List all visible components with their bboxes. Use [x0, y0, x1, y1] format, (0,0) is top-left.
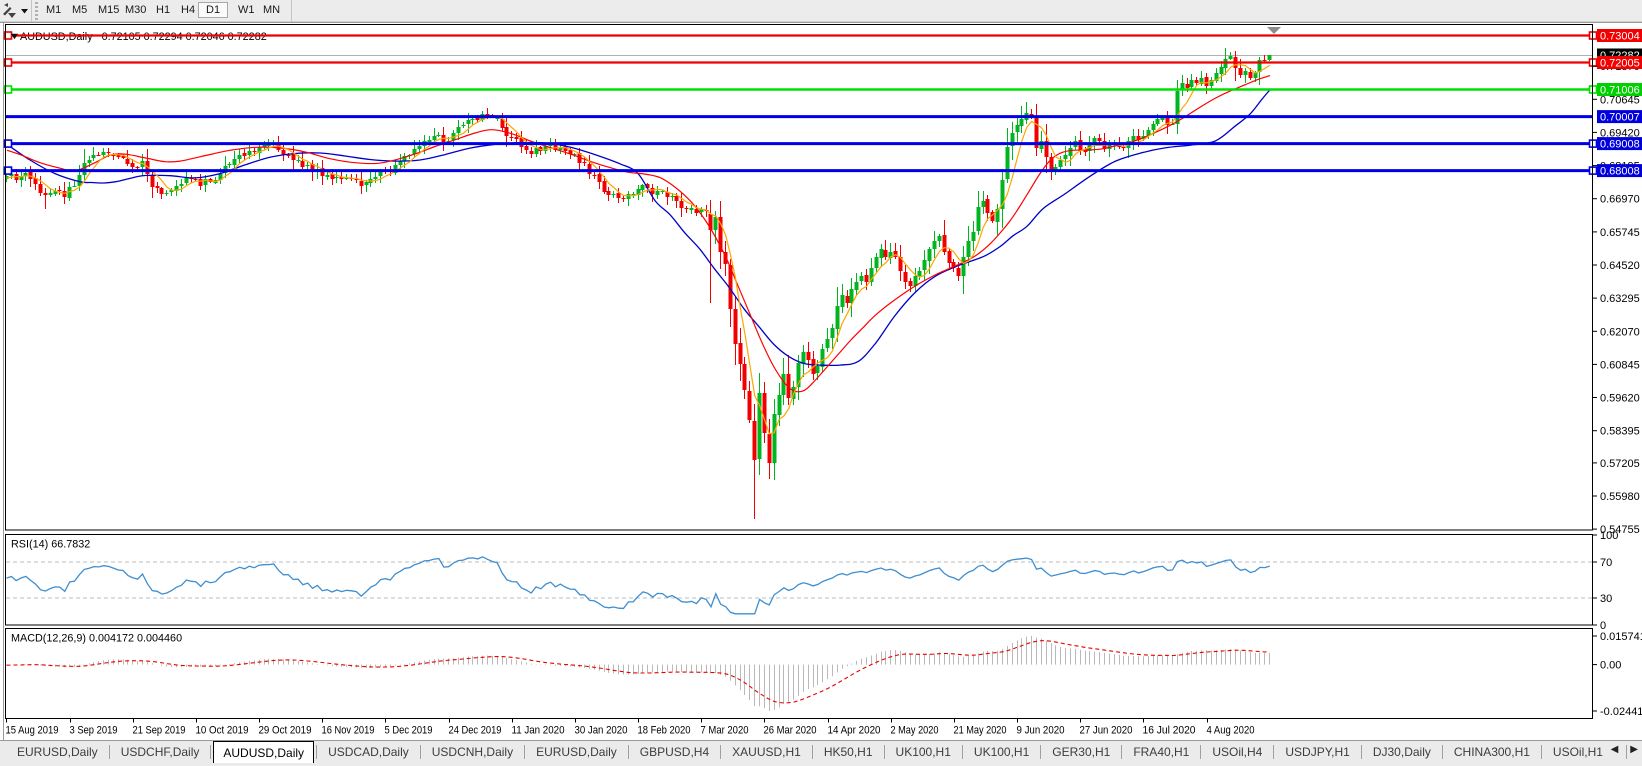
svg-text:29 Oct 2019: 29 Oct 2019	[259, 725, 312, 737]
svg-text:26 Mar 2020: 26 Mar 2020	[764, 725, 817, 737]
svg-text:0.72005: 0.72005	[1600, 58, 1640, 70]
svg-text:24 Dec 2019: 24 Dec 2019	[449, 725, 502, 737]
svg-text:RSI(14) 66.7832: RSI(14) 66.7832	[11, 539, 90, 551]
svg-text:16 Jul 2020: 16 Jul 2020	[1143, 725, 1196, 737]
svg-text:21 May 2020: 21 May 2020	[954, 725, 1007, 737]
svg-text:0.015741: 0.015741	[1600, 631, 1642, 643]
svg-text:30 Jan 2020: 30 Jan 2020	[575, 725, 628, 737]
svg-text:21 Sep 2019: 21 Sep 2019	[133, 725, 186, 737]
svg-text:0.63295: 0.63295	[1600, 293, 1640, 305]
svg-text:MACD(12,26,9) 0.004172 0.00446: MACD(12,26,9) 0.004172 0.004460	[11, 633, 182, 645]
svg-text:9 Jun 2020: 9 Jun 2020	[1017, 725, 1065, 737]
svg-text:0.68008: 0.68008	[1600, 166, 1640, 178]
svg-text:100: 100	[1600, 530, 1618, 542]
svg-text:18 Feb 2020: 18 Feb 2020	[638, 725, 691, 737]
svg-text:0.64520: 0.64520	[1600, 260, 1640, 272]
svg-text:3 Sep 2019: 3 Sep 2019	[70, 725, 118, 737]
svg-text:11 Jan 2020: 11 Jan 2020	[512, 725, 565, 737]
svg-text:0: 0	[1600, 620, 1606, 632]
svg-text:0.58395: 0.58395	[1600, 426, 1640, 438]
svg-text:27 Jun 2020: 27 Jun 2020	[1080, 725, 1133, 737]
svg-text:7 Mar 2020: 7 Mar 2020	[701, 725, 749, 737]
svg-text:0.65745: 0.65745	[1600, 227, 1640, 239]
svg-text:0.71006: 0.71006	[1600, 85, 1640, 97]
svg-text:70: 70	[1600, 557, 1612, 569]
svg-text:0.60845: 0.60845	[1600, 359, 1640, 371]
svg-text:5 Dec 2019: 5 Dec 2019	[385, 725, 433, 737]
svg-text:16 Nov 2019: 16 Nov 2019	[322, 725, 375, 737]
svg-text:10 Oct 2019: 10 Oct 2019	[196, 725, 249, 737]
svg-text:0.00: 0.00	[1600, 660, 1621, 672]
svg-text:14 Apr 2020: 14 Apr 2020	[828, 725, 881, 737]
svg-text:0.69420: 0.69420	[1600, 127, 1640, 139]
svg-text:4 Aug 2020: 4 Aug 2020	[1207, 725, 1255, 737]
svg-text:30: 30	[1600, 593, 1612, 605]
svg-text:15 Aug 2019: 15 Aug 2019	[6, 725, 59, 737]
svg-text:0.55980: 0.55980	[1600, 491, 1640, 503]
svg-text:0.62070: 0.62070	[1600, 326, 1640, 338]
svg-text:0.73004: 0.73004	[1600, 31, 1640, 43]
svg-text:0.69008: 0.69008	[1600, 139, 1640, 151]
svg-text:0.57205: 0.57205	[1600, 458, 1640, 470]
svg-text:AUDUSD,Daily 0.72105 0.72294: AUDUSD,Daily 0.72105 0.72294 0.72046 0.7…	[20, 31, 267, 43]
svg-text:2 May 2020: 2 May 2020	[891, 725, 939, 737]
svg-text:0.66970: 0.66970	[1600, 194, 1640, 206]
svg-text:-0.024412: -0.024412	[1600, 706, 1642, 718]
svg-text:0.59620: 0.59620	[1600, 393, 1640, 405]
svg-text:0.70645: 0.70645	[1600, 94, 1640, 106]
svg-text:0.54755: 0.54755	[1600, 524, 1640, 536]
svg-text:0.70007: 0.70007	[1600, 112, 1640, 124]
